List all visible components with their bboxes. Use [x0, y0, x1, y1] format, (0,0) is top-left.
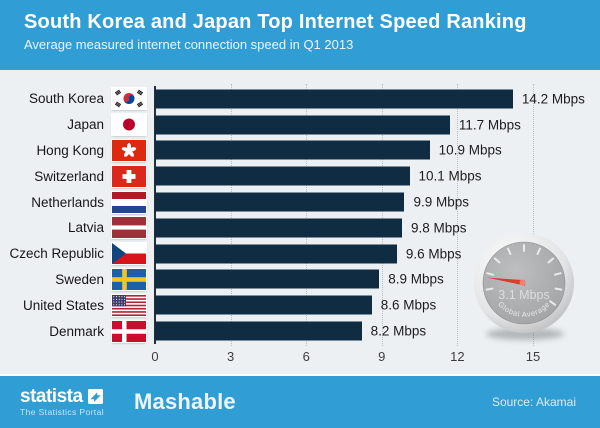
source-label: Source: Akamai	[491, 395, 576, 409]
country-label: Japan	[67, 117, 104, 133]
statista-wordmark: statista	[20, 385, 83, 407]
country-label: Latvia	[67, 220, 104, 236]
value-label: 9.6 Mbps	[405, 246, 462, 262]
value-label: 14.2 Mbps	[521, 91, 585, 107]
chart-row: Latvia 9.8 Mbps	[0, 215, 600, 241]
gridline-12	[457, 84, 459, 346]
value-label: 11.7 Mbps	[458, 117, 521, 133]
speed-bar	[155, 115, 450, 135]
speed-bar	[155, 192, 405, 212]
flag-icon-se	[112, 268, 146, 290]
value-label: 8.6 Mbps	[380, 297, 437, 313]
chart-row: Czech Republic 9.6 Mbps	[0, 241, 600, 267]
mashable-logo: Mashable	[133, 389, 236, 414]
y-axis-line	[154, 86, 156, 344]
gridline-3	[230, 84, 232, 346]
chart-title: South Korea and Japan Top Internet Speed…	[24, 11, 527, 33]
chart-row: Japan 11.7 Mbps	[0, 112, 600, 138]
x-tick-label-12: 12	[450, 349, 465, 364]
speed-bar	[155, 89, 513, 109]
flag-icon-nl	[112, 191, 146, 213]
statista-tagline: The Statistics Portal	[20, 406, 104, 417]
gauge-shadow	[486, 328, 564, 340]
value-label: 8.2 Mbps	[370, 323, 427, 339]
bar-track: 9.6 Mbps	[155, 241, 600, 267]
gauge-needle-hub	[519, 279, 526, 286]
flag-icon-cz	[112, 243, 146, 265]
flag-icon-hk	[112, 139, 146, 161]
speed-bar	[155, 166, 410, 186]
chart-row: United States 8.6 Mbps	[0, 292, 600, 318]
gridline-15	[533, 84, 534, 346]
chart-row: South Korea 14.2 Mbps	[0, 86, 600, 112]
bar-rows: South Korea 14.2 Mbps Japan 11.7 Mbps Hong …	[0, 86, 600, 344]
country-label: Switzerland	[34, 168, 104, 184]
country-label: South Korea	[28, 91, 104, 107]
speed-bar	[155, 244, 397, 264]
speed-bar	[155, 295, 372, 315]
x-tick-label-9: 9	[378, 349, 386, 364]
speed-bar	[155, 218, 402, 238]
bar-track: 9.9 Mbps	[155, 189, 600, 215]
x-tick-label-6: 6	[302, 349, 310, 364]
x-tick-label-3: 3	[226, 349, 235, 364]
flag-icon-lv	[112, 217, 146, 239]
speed-bar	[155, 269, 380, 289]
statista-logo-icon	[87, 389, 103, 404]
speed-bar	[155, 321, 362, 341]
gridline-6	[306, 84, 308, 346]
chart-row: Hong Kong 10.9 Mbps	[0, 138, 600, 164]
global-average-gauge-icon: 3.1 Mbps Global Average	[474, 233, 574, 333]
x-tick-label-15: 15	[525, 349, 541, 364]
bar-track: 9.8 Mbps	[155, 215, 600, 241]
flag-icon-us	[112, 294, 146, 316]
bar-track: 14.2 Mbps	[155, 86, 600, 112]
gauge-value-label: 3.1 Mbps	[498, 288, 549, 302]
flag-icon-dk	[112, 320, 146, 342]
country-label: Hong Kong	[36, 142, 104, 158]
value-label: 10.1 Mbps	[418, 168, 482, 184]
bar-track: 8.6 Mbps	[155, 292, 600, 318]
value-label: 8.9 Mbps	[388, 271, 444, 287]
flag-icon-kr	[112, 88, 146, 110]
bar-track: 11.7 Mbps	[155, 112, 600, 138]
flag-icon-jp	[112, 114, 146, 136]
bar-track: 8.9 Mbps	[155, 267, 600, 293]
footer: statista The Statistics Portal Mashable …	[0, 376, 600, 428]
country-label: Sweden	[55, 271, 104, 287]
country-label: Denmark	[49, 323, 104, 339]
country-label: Netherlands	[31, 194, 104, 210]
statista-logo: statista The Statistics Portal	[20, 385, 104, 417]
country-label: Czech Republic	[9, 246, 104, 262]
header: South Korea and Japan Top Internet Speed…	[0, 0, 600, 70]
chart-row: Denmark 8.2 Mbps	[0, 318, 600, 344]
chart-subtitle: Average measured internet connection spe…	[24, 37, 354, 52]
x-tick-label-0: 0	[151, 349, 159, 364]
chart-row: Sweden 8.9 Mbps	[0, 267, 600, 293]
chart-row: Netherlands 9.9 Mbps	[0, 189, 600, 215]
chart-area: South Korea 14.2 Mbps Japan 11.7 Mbps Hong …	[0, 70, 600, 374]
gauge-ticks	[485, 244, 563, 306]
value-label: 10.9 Mbps	[438, 142, 502, 158]
speed-bar	[155, 140, 430, 160]
bar-track: 10.1 Mbps	[155, 163, 600, 189]
value-label: 9.8 Mbps	[410, 220, 467, 236]
gridline-9	[381, 84, 383, 346]
value-label: 9.9 Mbps	[413, 194, 469, 210]
bar-track: 10.9 Mbps	[155, 138, 600, 164]
bar-track: 8.2 Mbps	[155, 318, 600, 344]
country-label: United States	[22, 297, 104, 313]
flag-icon-ch	[112, 165, 146, 187]
chart-row: Switzerland 10.1 Mbps	[0, 163, 600, 189]
